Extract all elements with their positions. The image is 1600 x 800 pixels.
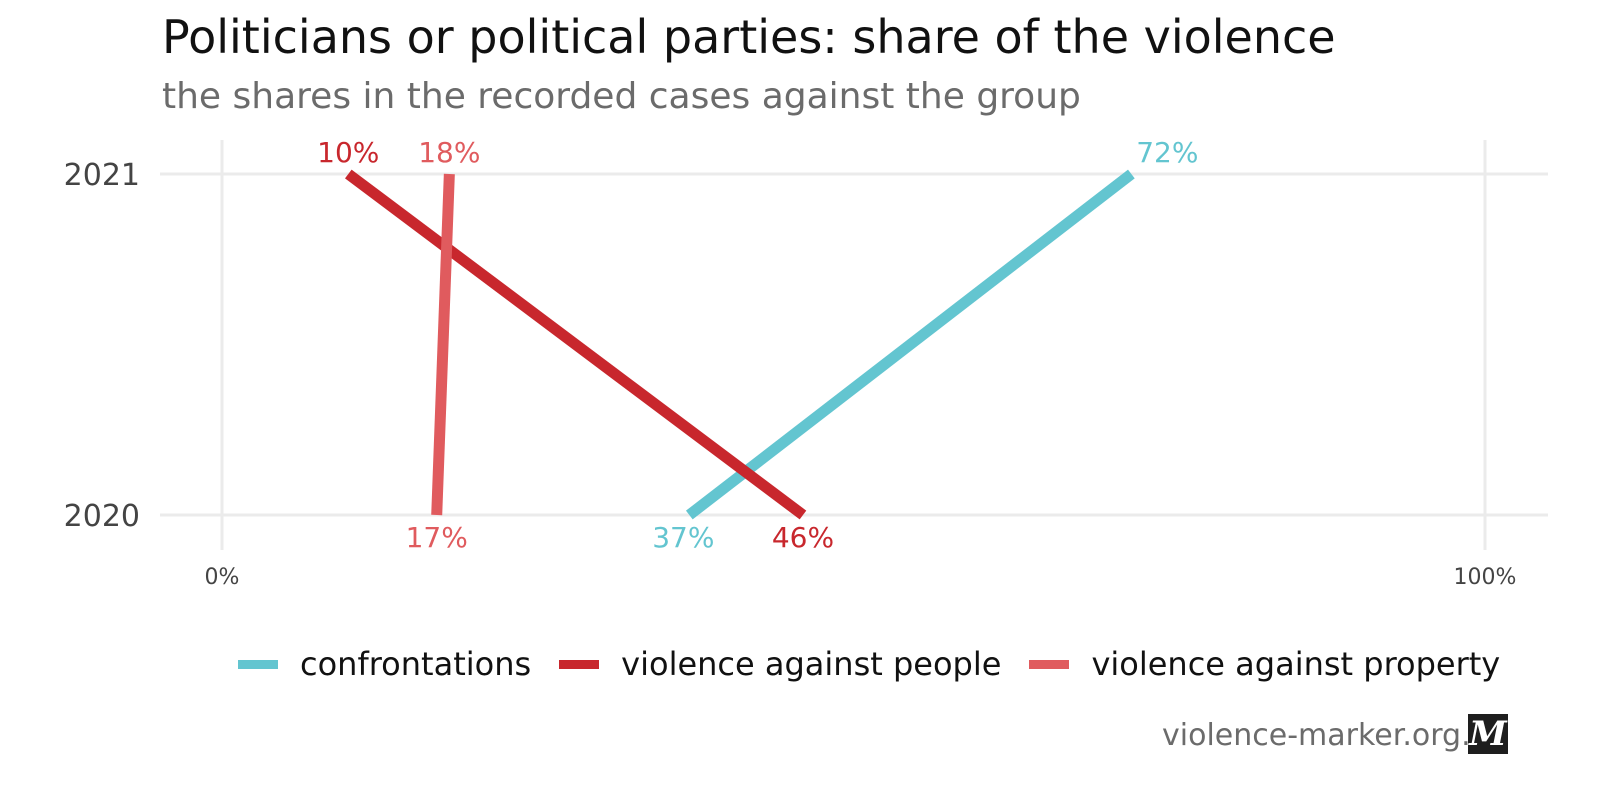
y-tick-label: 2020 bbox=[64, 499, 140, 534]
series-line-confrontations bbox=[685, 169, 1135, 520]
legend-key-violence-against-people bbox=[559, 659, 600, 669]
data-label-confrontations-2021: 72% bbox=[1136, 136, 1198, 169]
legend-item-confrontations: confrontations bbox=[238, 645, 531, 683]
series-line-violence-against-people bbox=[345, 169, 807, 520]
chart-plot: 2020 2021 0% 100% 37% 72% 46% 10% 17% 18% bbox=[64, 136, 1548, 590]
data-label-confrontations-2020: 37% bbox=[652, 521, 714, 554]
data-label-violence-against-property-2021: 18% bbox=[418, 136, 480, 169]
y-tick-label: 2021 bbox=[64, 158, 140, 193]
data-label-violence-against-property-2020: 17% bbox=[406, 521, 468, 554]
source-link[interactable]: violence-marker.org.ua bbox=[1162, 718, 1508, 753]
x-tick-label: 0% bbox=[205, 565, 240, 590]
x-tick-label: 100% bbox=[1454, 565, 1517, 590]
chart-title: Politicians or political parties: share … bbox=[162, 10, 1336, 64]
legend-key-violence-against-property bbox=[1029, 659, 1070, 669]
legend-item-violence-against-people: violence against people bbox=[559, 645, 1001, 683]
legend-label-violence-against-people: violence against people bbox=[621, 645, 1002, 683]
legend-item-violence-against-property: violence against property bbox=[1029, 645, 1500, 683]
chart-subtitle: the shares in the recorded cases against… bbox=[162, 76, 1081, 117]
legend: confrontations violence against people v… bbox=[238, 645, 1528, 683]
data-label-violence-against-people-2021: 10% bbox=[317, 136, 379, 169]
legend-label-confrontations: confrontations bbox=[300, 645, 532, 683]
legend-key-confrontations bbox=[238, 659, 278, 669]
series-line-violence-against-property bbox=[431, 173, 455, 516]
data-label-violence-against-people-2020: 46% bbox=[772, 521, 834, 554]
logo-icon: M bbox=[1468, 714, 1508, 754]
legend-label-violence-against-property: violence against property bbox=[1091, 645, 1501, 683]
